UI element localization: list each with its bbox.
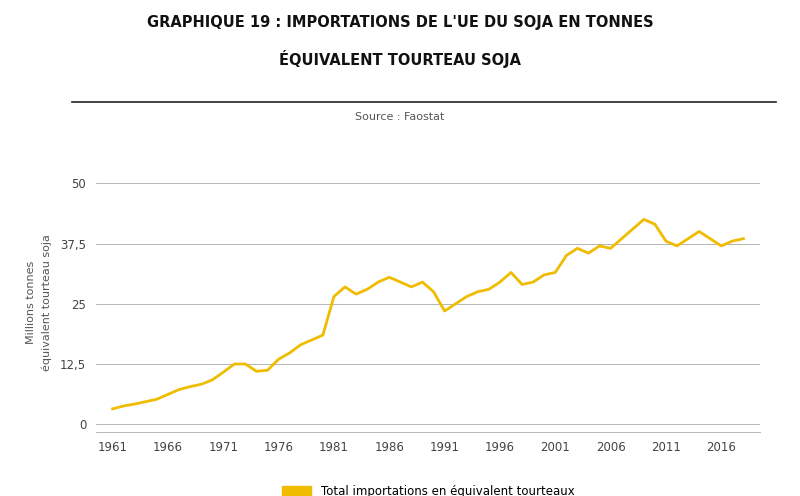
Legend: Total importations en équivalent tourteaux: Total importations en équivalent tourtea… — [277, 481, 579, 496]
Text: ÉQUIVALENT TOURTEAU SOJA: ÉQUIVALENT TOURTEAU SOJA — [279, 50, 521, 67]
Text: Source : Faostat: Source : Faostat — [355, 112, 445, 122]
Y-axis label: Millions tonnes
équivalent tourteau soja: Millions tonnes équivalent tourteau soja — [26, 234, 52, 371]
Text: GRAPHIQUE 19 : IMPORTATIONS DE L'UE DU SOJA EN TONNES: GRAPHIQUE 19 : IMPORTATIONS DE L'UE DU S… — [146, 15, 654, 30]
